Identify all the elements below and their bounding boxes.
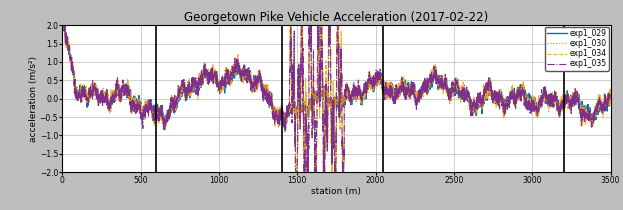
exp1_029 <box>384 86 391 89</box>
exp1_034 <box>317 50 325 53</box>
exp1_035 <box>257 73 264 75</box>
exp1_030 <box>161 127 168 129</box>
exp1_034 <box>59 24 66 26</box>
exp1_029 <box>257 84 264 86</box>
exp1_030 <box>564 101 572 103</box>
Line: exp1_034: exp1_034 <box>62 25 611 172</box>
Legend: exp1_029, exp1_030, exp1_034, exp1_035: exp1_029, exp1_030, exp1_034, exp1_035 <box>545 27 609 71</box>
exp1_030 <box>317 94 325 97</box>
exp1_030 <box>607 99 614 101</box>
exp1_035 <box>407 90 414 92</box>
exp1_035 <box>564 99 572 102</box>
exp1_035 <box>317 24 325 26</box>
exp1_029 <box>564 96 572 98</box>
exp1_029 <box>317 93 325 96</box>
exp1_030 <box>173 101 181 104</box>
exp1_029 <box>161 126 168 128</box>
exp1_029 <box>407 93 414 96</box>
exp1_035 <box>607 95 614 97</box>
exp1_034 <box>257 80 264 83</box>
exp1_030 <box>407 89 414 92</box>
exp1_030 <box>59 24 66 26</box>
exp1_034 <box>407 91 414 94</box>
exp1_034 <box>384 94 391 96</box>
X-axis label: station (m): station (m) <box>312 187 361 196</box>
exp1_034 <box>607 93 614 96</box>
exp1_029 <box>173 102 181 105</box>
Y-axis label: acceleration (m/s²): acceleration (m/s²) <box>29 56 38 142</box>
exp1_035 <box>384 94 391 97</box>
exp1_030 <box>384 87 391 90</box>
exp1_035 <box>59 24 66 26</box>
exp1_029 <box>59 24 66 26</box>
Line: exp1_035: exp1_035 <box>62 25 611 172</box>
Title: Georgetown Pike Vehicle Acceleration (2017-02-22): Georgetown Pike Vehicle Acceleration (20… <box>184 11 488 24</box>
exp1_035 <box>292 171 300 173</box>
exp1_034 <box>173 104 181 107</box>
Line: exp1_029: exp1_029 <box>62 25 611 127</box>
exp1_029 <box>607 99 614 101</box>
exp1_035 <box>173 98 181 100</box>
Line: exp1_030: exp1_030 <box>62 25 611 128</box>
exp1_034 <box>292 171 299 173</box>
exp1_030 <box>257 81 264 83</box>
exp1_034 <box>564 100 572 102</box>
